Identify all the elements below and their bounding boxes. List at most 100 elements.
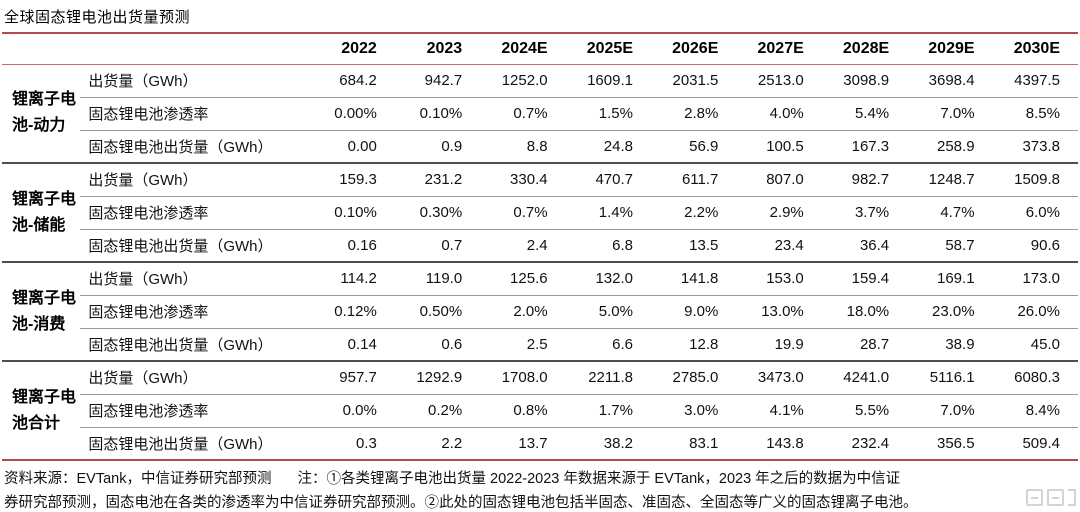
value-cell: 13.5 [650,229,737,263]
value-cell: 0.2% [394,394,481,428]
value-cell: 141.8 [650,262,737,296]
note-line-2: 券研究部预测，固态电池在各类的渗透率为中信证券研究部预测。②此处的固态锂电池包括… [4,495,918,511]
row-label-cell: 固态锂电池出货量（GWh） [80,229,310,263]
value-cell: 0.7 [394,229,481,263]
footer: 资料来源：EVTank，中信证券研究部预测 注：①各类锂离子电池出货量 2022-… [2,467,1078,512]
note-line-1: 注：①各类锂离子电池出货量 2022-2023 年数据来源于 EVTank，20… [297,471,901,487]
value-cell: 373.8 [992,130,1078,164]
forecast-table: 2022 2023 2024E 2025E 2026E 2027E 2028E 2029E 20… [2,34,1078,461]
value-cell: 58.7 [907,229,993,263]
value-cell: 231.2 [394,163,481,197]
value-cell: 1708.0 [480,361,566,395]
value-cell: 258.9 [907,130,993,164]
table-row: 固态锂电池渗透率 0.00% 0.10% 0.7% 1.5% 2.8% 4.0% 5.4% 7.… [2,97,1078,131]
value-cell: 330.4 [480,163,566,197]
value-cell: 2.8% [650,97,737,131]
value-cell: 356.5 [907,427,993,461]
value-cell: 159.3 [309,163,395,197]
value-cell: 2.0% [480,295,566,329]
year-column-header: 2029E [907,34,993,65]
value-cell: 0.14 [309,328,395,362]
table-row: 固态锂电池渗透率 0.10% 0.30% 0.7% 1.4% 2.2% 2.9% 3.7% 4.… [2,196,1078,230]
value-cell: 6.0% [992,196,1078,230]
value-cell: 6.6 [565,328,651,362]
page-title: 全球固态锂电池出货量预测 [4,9,191,26]
value-cell: 26.0% [992,295,1078,329]
value-cell: 7.0% [907,394,993,428]
value-cell: 0.0% [309,394,395,428]
value-cell: 2513.0 [736,64,822,98]
value-cell: 28.7 [821,328,908,362]
value-cell: 1.5% [565,97,651,131]
row-label-cell: 出货量（GWh） [80,163,310,197]
value-cell: 56.9 [650,130,737,164]
year-column-header: 2028E [821,34,908,65]
value-cell: 6.8 [565,229,651,263]
value-cell: 2031.5 [650,64,737,98]
value-cell: 125.6 [480,262,566,296]
value-cell: 684.2 [309,64,395,98]
table-row: 锂离子电池-消费 出货量（GWh） 114.2 119.0 125.6 132.0 141.… [2,262,1078,362]
value-cell: 38.9 [907,328,993,362]
value-cell: 0.16 [309,229,395,263]
value-cell: 0.3 [309,427,395,461]
table-row: 固态锂电池出货量（GWh） 0.16 0.7 2.4 6.8 13.5 23.4 36.4 58… [2,229,1078,263]
value-cell: 3098.9 [821,64,908,98]
row-label-cell: 出货量（GWh） [80,262,310,296]
row-label-cell: 固态锂电池渗透率 [80,295,310,329]
table-row: 固态锂电池渗透率 0.0% 0.2% 0.8% 1.7% 3.0% 4.1% 5.5% 7.0%… [2,394,1078,428]
value-cell: 1248.7 [907,163,993,197]
value-cell: 18.0% [821,295,908,329]
value-cell: 4241.0 [821,361,908,395]
row-label-cell: 固态锂电池出货量（GWh） [80,427,310,461]
table-row: 固态锂电池渗透率 0.12% 0.50% 2.0% 5.0% 9.0% 13.0% 18.0%… [2,295,1078,329]
row-label-cell: 固态锂电池渗透率 [80,196,310,230]
footer-line-1: 资料来源：EVTank，中信证券研究部预测 注：①各类锂离子电池出货量 2022-… [4,467,1078,491]
value-cell: 1609.1 [565,64,651,98]
row-label-cell: 固态锂电池渗透率 [80,394,310,428]
group-label-cell: 锂离子电池-消费 [2,262,81,362]
value-cell: 9.0% [650,295,737,329]
value-cell: 169.1 [907,262,993,296]
value-cell: 1292.9 [394,361,481,395]
value-cell: 2.9% [736,196,822,230]
value-cell: 232.4 [821,427,908,461]
value-cell: 13.7 [480,427,566,461]
value-cell: 5.4% [821,97,908,131]
forecast-table-body: 锂离子电池-动力 出货量（GWh） 684.2 942.7 1252.0 1609.1 20… [2,64,1078,461]
value-cell: 119.0 [394,262,481,296]
value-cell: 45.0 [992,328,1078,362]
value-cell: 611.7 [650,163,737,197]
year-column-header: 2024E [480,34,566,65]
title-rule [2,32,1078,34]
value-cell: 132.0 [565,262,651,296]
value-cell: 23.4 [736,229,822,263]
value-cell: 83.1 [650,427,737,461]
value-cell: 0.6 [394,328,481,362]
corner-empty-cell [2,34,81,65]
corner-empty-cell [80,34,310,65]
year-column-header: 2030E [992,34,1078,65]
value-cell: 0.8% [480,394,566,428]
value-cell: 2.5 [480,328,566,362]
group-label-cell: 锂离子电池合计 [2,361,81,461]
value-cell: 2.4 [480,229,566,263]
value-cell: 100.5 [736,130,822,164]
value-cell: 0.50% [394,295,481,329]
value-cell: 1252.0 [480,64,566,98]
year-column-header: 2026E [650,34,737,65]
value-cell: 19.9 [736,328,822,362]
value-cell: 4.1% [736,394,822,428]
value-cell: 4397.5 [992,64,1078,98]
row-label-cell: 出货量（GWh） [80,64,310,98]
value-cell: 2.2% [650,196,737,230]
value-cell: 8.8 [480,130,566,164]
value-cell: 24.8 [565,130,651,164]
row-label-cell: 固态锂电池出货量（GWh） [80,130,310,164]
value-cell: 957.7 [309,361,395,395]
value-cell: 8.5% [992,97,1078,131]
table-row: 锂离子电池-储能 出货量（GWh） 159.3 231.2 330.4 470.7 611.… [2,163,1078,263]
value-cell: 153.0 [736,262,822,296]
value-cell: 2.2 [394,427,481,461]
value-cell: 4.0% [736,97,822,131]
